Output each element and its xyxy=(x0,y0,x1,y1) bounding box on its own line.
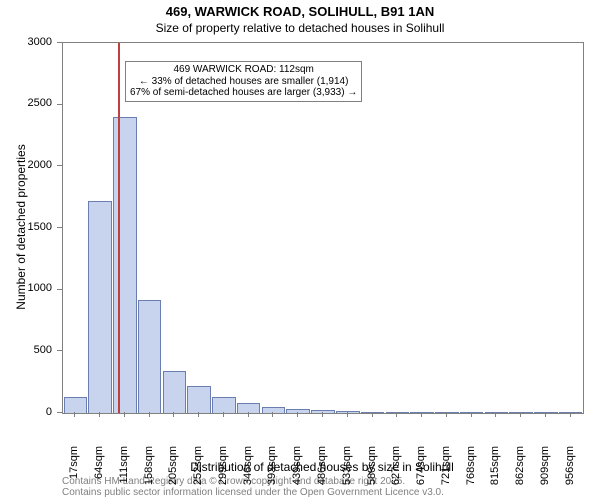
plot-area: 469 WARWICK ROAD: 112sqm ← 33% of detach… xyxy=(62,42,584,414)
y-tick-label: 1500 xyxy=(0,221,52,233)
y-tick-label: 500 xyxy=(0,344,52,356)
x-tick-label: 486sqm xyxy=(316,446,328,496)
x-tick-label: 956sqm xyxy=(564,446,576,496)
chart-title-line1: 469, WARWICK ROAD, SOLIHULL, B91 1AN xyxy=(0,4,600,19)
annotation-text-1: 469 WARWICK ROAD: 112sqm xyxy=(130,64,357,76)
chart-title-line2: Size of property relative to detached ho… xyxy=(0,21,600,35)
x-tick-label: 17sqm xyxy=(68,446,80,496)
histogram-bar xyxy=(435,412,459,413)
histogram-bar xyxy=(534,412,558,413)
x-tick-label: 627sqm xyxy=(390,446,402,496)
footer-text-1: Contains HM Land Registry data © Crown c… xyxy=(62,476,405,487)
chart-container: { "title_line1": "469, WARWICK ROAD, SOL… xyxy=(0,0,600,500)
annotation-box: 469 WARWICK ROAD: 112sqm ← 33% of detach… xyxy=(125,61,362,102)
y-tick-label: 0 xyxy=(0,406,52,418)
annotation-text-2: ← 33% of detached houses are smaller (1,… xyxy=(130,76,357,88)
x-tick-label: 393sqm xyxy=(266,446,278,496)
property-marker-line xyxy=(118,43,120,413)
x-tick-label: 299sqm xyxy=(217,446,229,496)
histogram-bar xyxy=(64,397,88,413)
x-tick-label: 205sqm xyxy=(167,446,179,496)
x-tick-label: 674sqm xyxy=(415,446,427,496)
x-tick-label: 533sqm xyxy=(341,446,353,496)
x-tick-label: 158sqm xyxy=(143,446,155,496)
x-tick-label: 439sqm xyxy=(291,446,303,496)
x-tick-label: 346sqm xyxy=(242,446,254,496)
annotation-text-3: 67% of semi-detached houses are larger (… xyxy=(130,87,357,99)
y-tick-label: 2500 xyxy=(0,97,52,109)
histogram-bar xyxy=(138,300,162,413)
x-tick-label: 64sqm xyxy=(93,446,105,496)
histogram-bar xyxy=(88,201,112,413)
x-tick-label: 252sqm xyxy=(192,446,204,496)
histogram-bar xyxy=(212,397,236,413)
x-tick-label: 580sqm xyxy=(366,446,378,496)
histogram-bar xyxy=(187,386,211,413)
x-tick-label: 111sqm xyxy=(118,446,130,496)
x-tick-label: 862sqm xyxy=(514,446,526,496)
y-tick-label: 2000 xyxy=(0,159,52,171)
x-tick-label: 909sqm xyxy=(539,446,551,496)
histogram-bar xyxy=(336,411,360,413)
histogram-bar xyxy=(163,371,187,413)
x-tick-label: 721sqm xyxy=(440,446,452,496)
x-tick-label: 815sqm xyxy=(489,446,501,496)
x-tick-label: 768sqm xyxy=(465,446,477,496)
y-tick-label: 3000 xyxy=(0,36,52,48)
y-tick-label: 1000 xyxy=(0,282,52,294)
